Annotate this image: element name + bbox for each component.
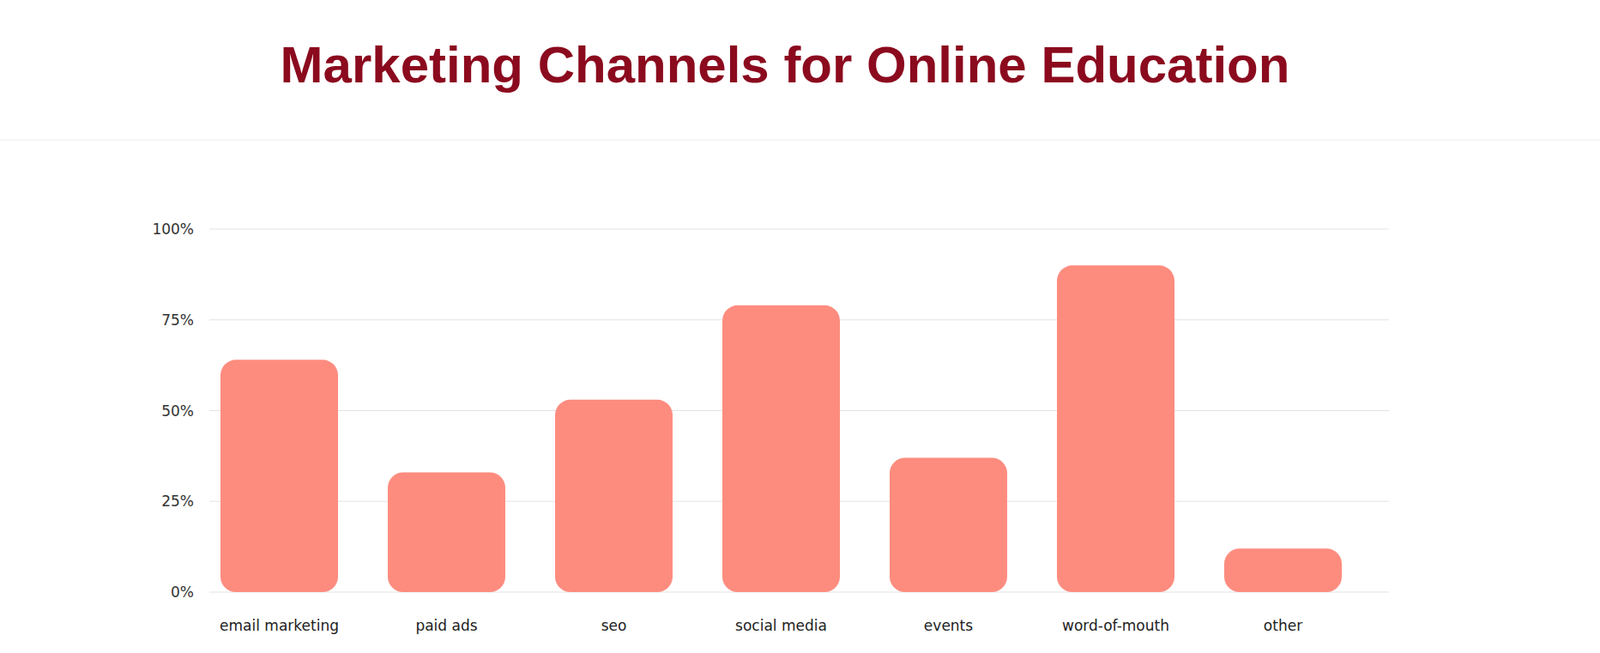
bars bbox=[220, 265, 1342, 592]
x-tick-label: paid ads bbox=[415, 616, 477, 634]
chart-container: Marketing Channels for Online Education 0… bbox=[0, 0, 1600, 653]
x-tick-label: social media bbox=[735, 616, 828, 634]
separator bbox=[0, 139, 1600, 141]
chart-title: Marketing Channels for Online Education bbox=[280, 36, 1291, 94]
y-tick-label: 75% bbox=[161, 311, 194, 329]
bar bbox=[889, 457, 1008, 592]
x-tick-label: word-of-mouth bbox=[1062, 616, 1170, 634]
bar bbox=[1056, 265, 1175, 592]
bar bbox=[220, 359, 339, 592]
y-tick-label: 25% bbox=[161, 492, 194, 510]
y-tick-label: 0% bbox=[170, 583, 194, 601]
x-tick-label: email marketing bbox=[219, 616, 339, 634]
x-tick-label: other bbox=[1263, 616, 1303, 634]
bar bbox=[1224, 548, 1342, 592]
x-tick-label: events bbox=[923, 616, 973, 634]
chart-svg: Marketing Channels for Online Education 0… bbox=[0, 0, 1600, 653]
y-tick-label: 100% bbox=[151, 220, 194, 238]
y-tick-label: 50% bbox=[161, 402, 194, 420]
bar bbox=[722, 305, 840, 592]
bar bbox=[387, 471, 506, 592]
bar bbox=[555, 399, 673, 592]
x-tick-label: seo bbox=[601, 616, 628, 634]
grid-line bbox=[209, 229, 1389, 230]
